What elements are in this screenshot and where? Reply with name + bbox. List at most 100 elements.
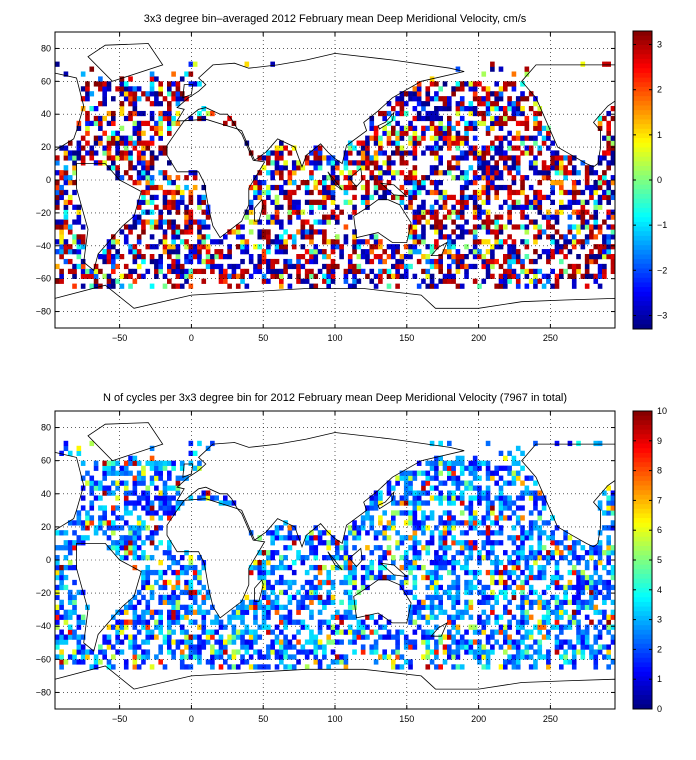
heatmap-cell: [533, 115, 538, 122]
heatmap-cell: [528, 145, 534, 151]
heatmap-cell: [434, 130, 439, 136]
heatmap-cell: [227, 619, 232, 625]
heatmap-cell: [455, 540, 461, 546]
heatmap-cell: [447, 629, 452, 635]
heatmap-cell: [347, 150, 353, 156]
heatmap-cell: [59, 254, 64, 260]
heatmap-cell: [472, 639, 478, 645]
heatmap-cell: [102, 515, 107, 521]
heatmap-cell: [438, 495, 443, 501]
heatmap-cell: [175, 263, 181, 270]
heatmap-cell: [365, 239, 370, 245]
heatmap-cell: [253, 564, 258, 571]
heatmap-cell: [485, 170, 491, 176]
heatmap-cell: [399, 629, 405, 635]
heatmap-cell: [158, 150, 163, 156]
heatmap-cell: [85, 125, 90, 131]
heatmap-cell: [584, 584, 590, 591]
heatmap-cell: [369, 644, 375, 650]
heatmap-cell: [412, 574, 418, 581]
heatmap-cell: [464, 564, 469, 571]
heatmap-cell: [464, 545, 469, 551]
heatmap-cell: [485, 125, 491, 131]
colorbar-tick-label: −2: [657, 265, 667, 275]
heatmap-cell: [106, 485, 112, 491]
heatmap-cell: [408, 120, 413, 127]
heatmap-cell: [154, 634, 159, 640]
heatmap-cell: [111, 96, 116, 102]
heatmap-cell: [283, 614, 288, 620]
heatmap-cell: [459, 634, 465, 640]
heatmap-cell: [459, 480, 465, 486]
heatmap-cell: [537, 510, 543, 516]
heatmap-cell: [425, 475, 431, 481]
heatmap-cell: [322, 155, 327, 161]
heatmap-cell: [477, 629, 482, 635]
heatmap-cell: [503, 589, 508, 596]
heatmap-cell: [425, 244, 431, 250]
chart-title-cycles: N of cycles per 3x3 degree bin for 2012 …: [102, 392, 568, 404]
heatmap-cell: [597, 175, 603, 181]
heatmap-cell: [373, 184, 379, 191]
heatmap-cell: [520, 609, 525, 615]
heatmap-cell: [266, 194, 271, 201]
heatmap-cell: [606, 485, 611, 491]
heatmap-cell: [309, 249, 314, 255]
heatmap-cell: [520, 450, 525, 456]
heatmap-cell: [59, 234, 64, 240]
heatmap-cell: [580, 545, 586, 551]
heatmap-cell: [576, 254, 581, 260]
heatmap-cell: [76, 624, 82, 630]
heatmap-cell: [429, 278, 435, 284]
heatmap-cell: [162, 465, 168, 471]
heatmap-cell: [119, 155, 125, 161]
heatmap-cell: [136, 155, 142, 161]
heatmap-cell: [610, 609, 616, 615]
heatmap-cell: [248, 229, 254, 235]
colorbar-tick-label: 0: [657, 704, 662, 714]
heatmap-cell: [132, 664, 138, 670]
heatmap-cell: [115, 254, 120, 260]
heatmap-cell: [606, 555, 611, 561]
heatmap-cell: [459, 258, 465, 265]
heatmap-cell: [524, 619, 530, 625]
heatmap-cell: [559, 604, 564, 610]
heatmap-cell: [85, 110, 90, 117]
heatmap-cell: [85, 273, 90, 279]
heatmap-cell: [494, 515, 499, 521]
heatmap-cell: [231, 649, 237, 655]
heatmap-cell: [279, 224, 284, 230]
heatmap-cell: [218, 254, 224, 260]
heatmap-cell: [175, 594, 181, 601]
heatmap-cell: [408, 244, 413, 250]
heatmap-cell: [67, 150, 73, 156]
heatmap-cell: [266, 229, 271, 235]
heatmap-cell: [546, 654, 551, 660]
heatmap-cell: [447, 254, 452, 260]
heatmap-cell: [330, 278, 336, 284]
heatmap-cell: [274, 624, 280, 630]
heatmap-cell: [438, 170, 443, 176]
heatmap-cell: [507, 214, 512, 220]
heatmap-cell: [515, 224, 521, 230]
heatmap-cell: [412, 145, 418, 151]
heatmap-cell: [55, 194, 60, 201]
heatmap-cell: [192, 450, 198, 456]
heatmap-cell: [257, 194, 263, 201]
heatmap-cell: [141, 160, 146, 166]
heatmap-cell: [386, 535, 392, 541]
heatmap-cell: [481, 150, 487, 156]
heatmap-cell: [399, 510, 405, 516]
heatmap-cell: [485, 165, 491, 171]
heatmap-cell: [111, 244, 116, 250]
heatmap-cell: [451, 564, 456, 571]
heatmap-cell: [279, 535, 284, 541]
heatmap-cell: [537, 564, 543, 571]
heatmap-cell: [554, 155, 560, 161]
heatmap-cell: [154, 609, 159, 615]
heatmap-cell: [580, 644, 586, 650]
heatmap-cell: [434, 110, 439, 117]
heatmap-cell: [455, 165, 461, 171]
heatmap-cell: [395, 135, 400, 141]
heatmap-cell: [421, 515, 426, 521]
